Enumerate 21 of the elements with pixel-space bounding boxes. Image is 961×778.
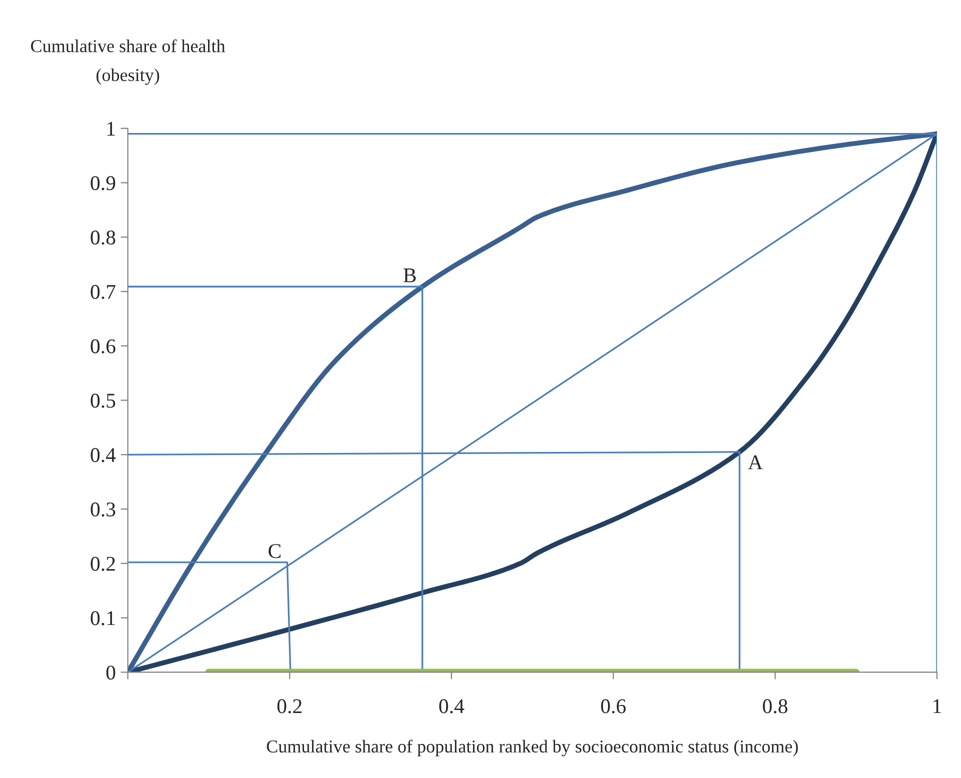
y-tick-label: 0.4 [90, 448, 116, 462]
annotation: B [404, 268, 416, 282]
y-tick-label: 0.2 [90, 556, 115, 571]
x-tick-label: 0.8 [762, 699, 788, 714]
y-tick-label: 0.6 [90, 339, 116, 354]
y-tick-label: 1 [107, 122, 115, 136]
y-axis-title: Cumulative share of health (obesity) [31, 39, 226, 85]
y-tick-label: 0.7 [90, 284, 116, 300]
y-tick-label: 0.5 [90, 394, 116, 408]
annotation: A [748, 455, 763, 470]
x-tick-label: 0.4 [439, 699, 464, 714]
y-tick-label: 0.8 [90, 230, 116, 245]
x-tick-label: 0.2 [277, 699, 302, 714]
x-tick-label: 0.6 [601, 699, 626, 714]
y-tick-label: 0 [106, 666, 116, 680]
annotation: C [268, 544, 281, 558]
x-tick-label: 1 [934, 699, 941, 714]
x-axis-title: Cumulative share of population ranked by socioeconomic status (income) [266, 740, 798, 756]
y-tick-label: 0.9 [90, 176, 116, 190]
y-tick-label: 0.3 [90, 502, 116, 517]
y-tick-label: 0.1 [90, 611, 115, 626]
